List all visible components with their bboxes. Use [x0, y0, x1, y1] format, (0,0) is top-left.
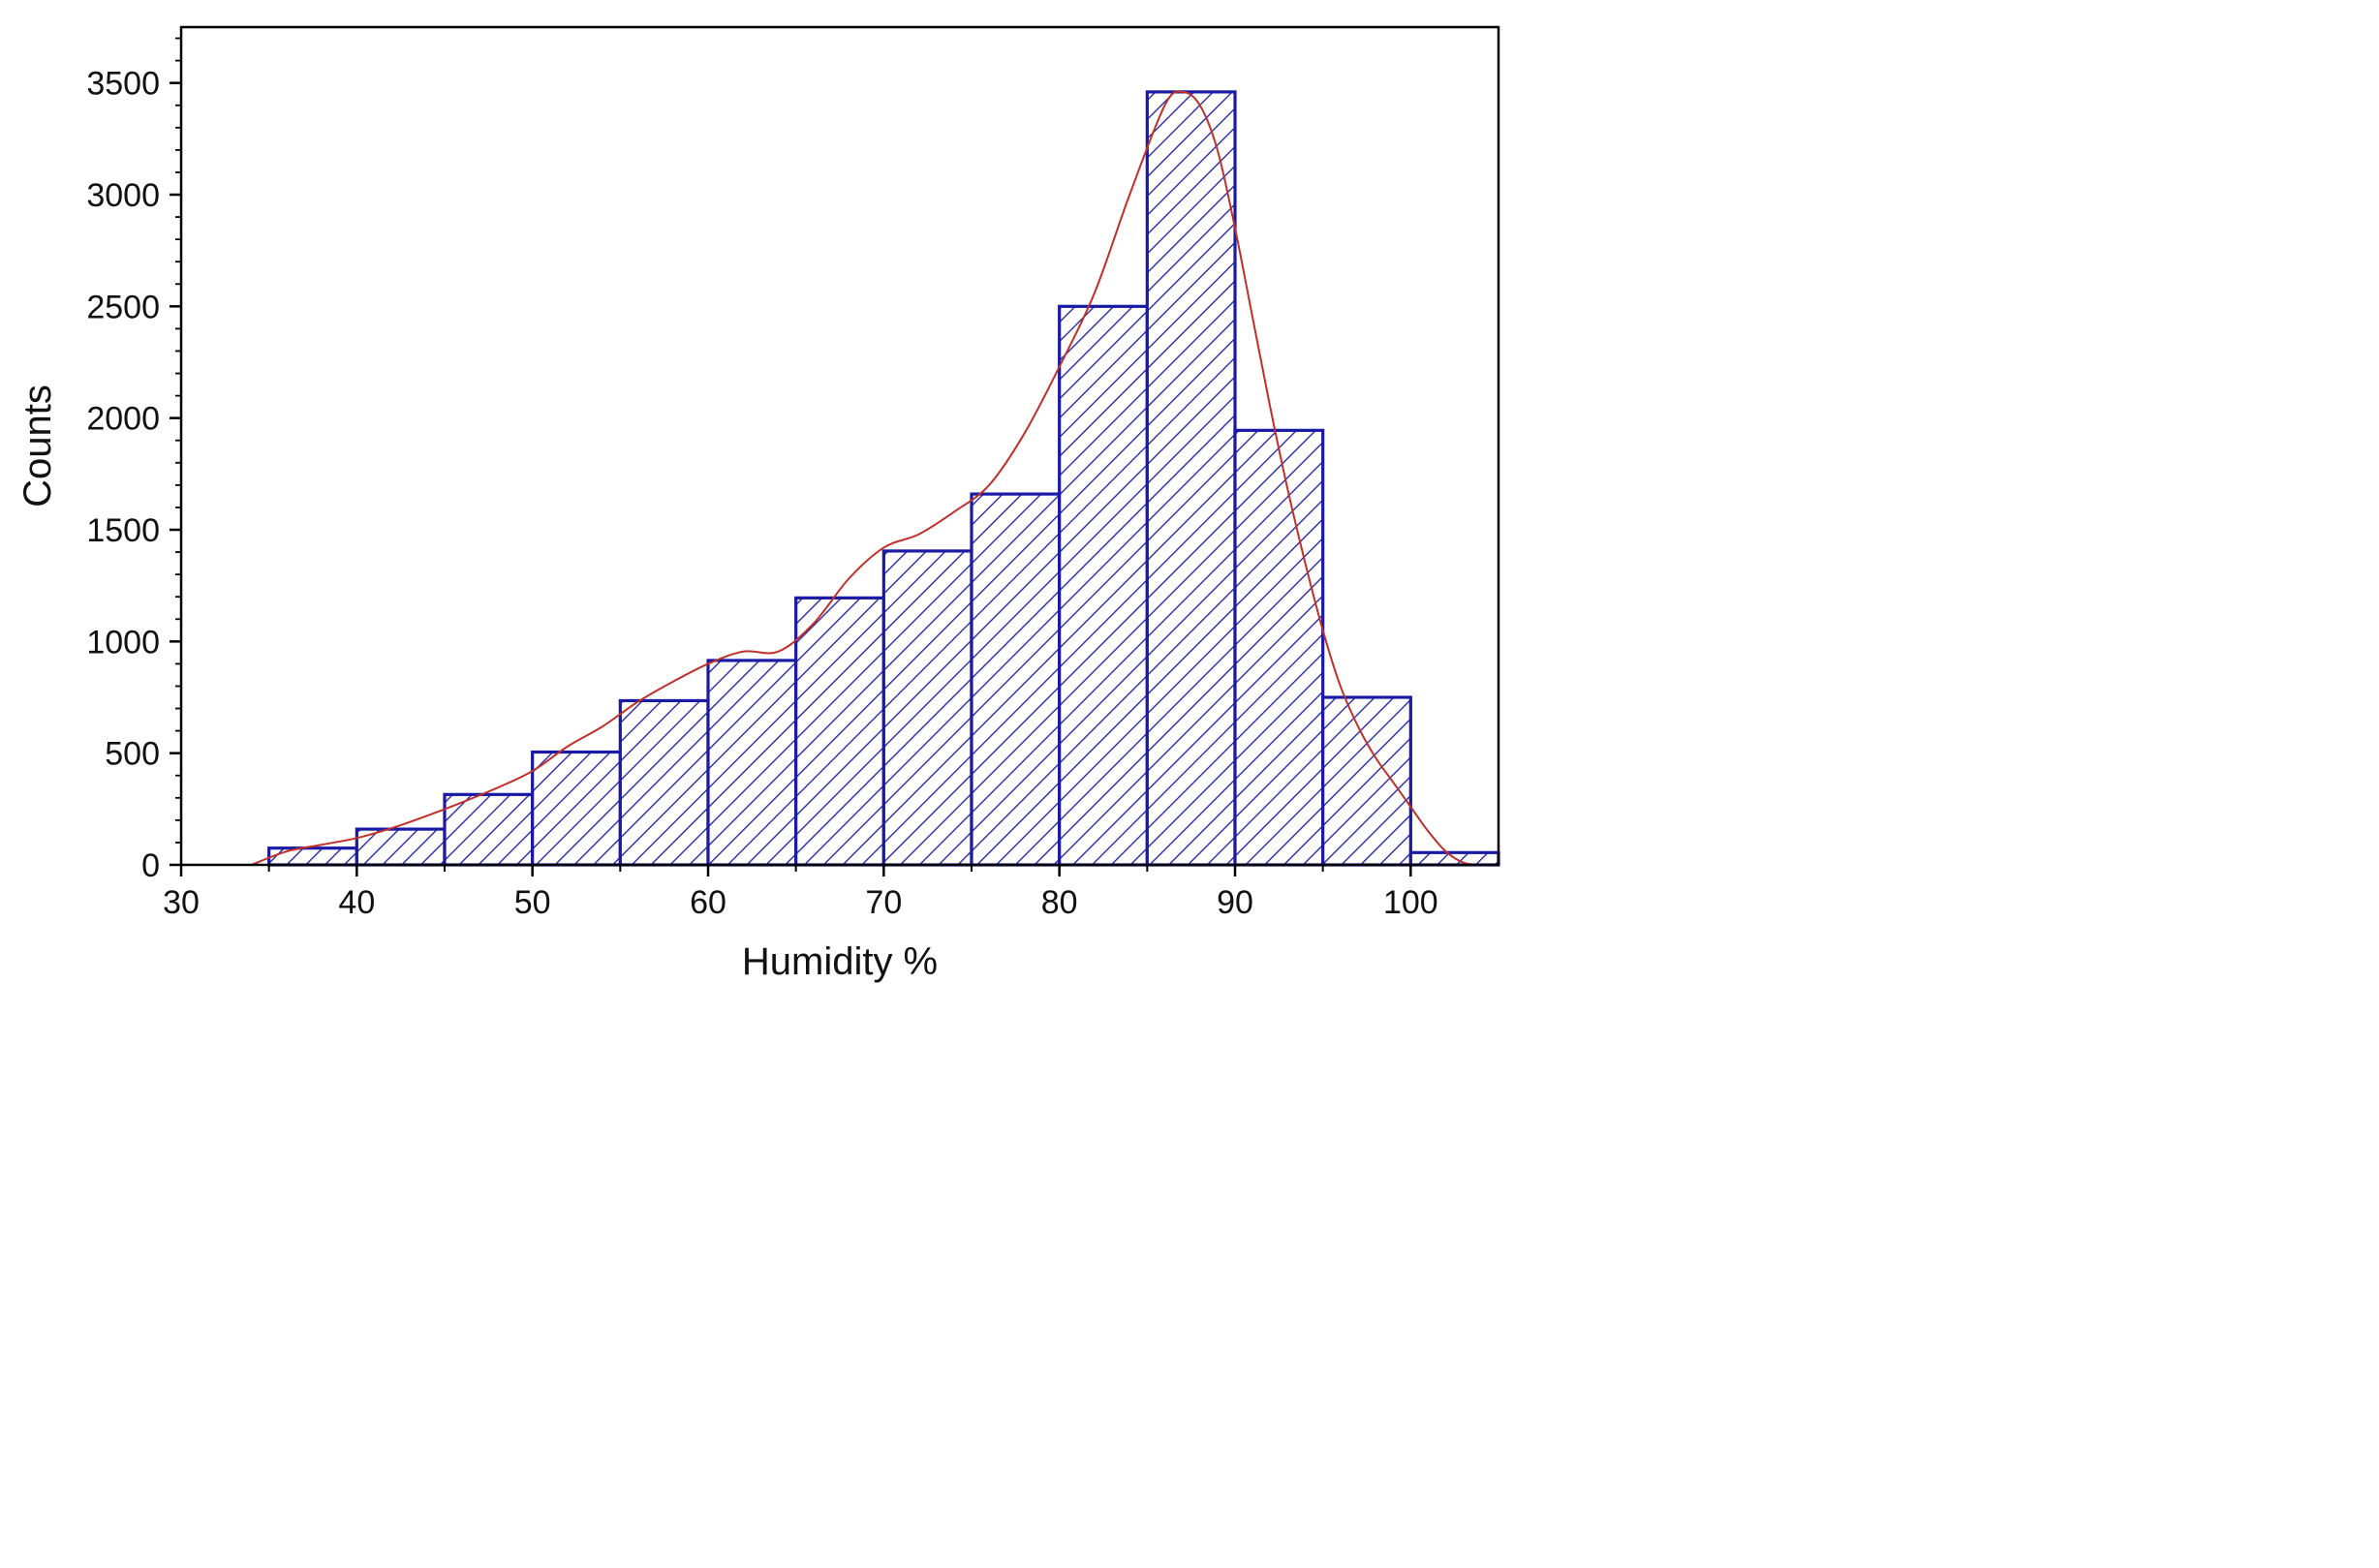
x-tick-label: 60 [690, 884, 726, 921]
histogram-bar-60-65 [706, 659, 798, 867]
histogram-bar-95-100 [1321, 695, 1412, 867]
histogram-bar-75-80 [970, 492, 1062, 867]
histogram-bars [267, 90, 1500, 867]
y-axis-ticks: 0 500 1000 1500 2000 2500 3000 3500 [86, 37, 181, 884]
x-axis-ticks: 30 40 50 60 70 80 90 100 [163, 865, 1438, 921]
x-axis-label: Humidity % [742, 940, 938, 983]
x-tick-label: 50 [514, 884, 551, 921]
histogram-bar-35-40 [267, 846, 358, 867]
fit-curve-group [251, 90, 1481, 866]
axes-frame [179, 25, 1500, 867]
histogram-bar-65-70 [794, 596, 885, 867]
y-tick-label: 2500 [86, 289, 160, 325]
y-axis-label: Counts [16, 384, 59, 507]
y-tick-label: 3000 [86, 177, 160, 214]
fit-curve [251, 90, 1481, 866]
y-tick-label: 500 [105, 736, 160, 773]
histogram-bar-85-90 [1145, 90, 1237, 867]
x-tick-label: 80 [1041, 884, 1078, 921]
histogram-bar-55-60 [618, 698, 710, 867]
y-tick-label: 3500 [86, 66, 160, 103]
x-tick-label: 90 [1217, 884, 1253, 921]
y-tick-label: 1000 [86, 624, 160, 661]
histogram-bar-90-95 [1233, 428, 1325, 867]
histogram-bar-50-55 [531, 750, 622, 867]
x-tick-label: 70 [865, 884, 902, 921]
histogram-bar-70-75 [881, 549, 973, 867]
axes-box [179, 25, 1500, 867]
histogram-bar-80-85 [1058, 304, 1149, 867]
x-tick-label: 40 [338, 884, 375, 921]
y-tick-label: 2000 [86, 401, 160, 438]
x-tick-label: 30 [163, 884, 200, 921]
x-tick-label: 100 [1383, 884, 1438, 921]
histogram-chart: 30 40 50 60 70 80 90 100 0 500 1000 1500 2000 2500 30… [16, 25, 1500, 983]
y-tick-label: 0 [141, 847, 160, 884]
y-tick-label: 1500 [86, 512, 160, 549]
